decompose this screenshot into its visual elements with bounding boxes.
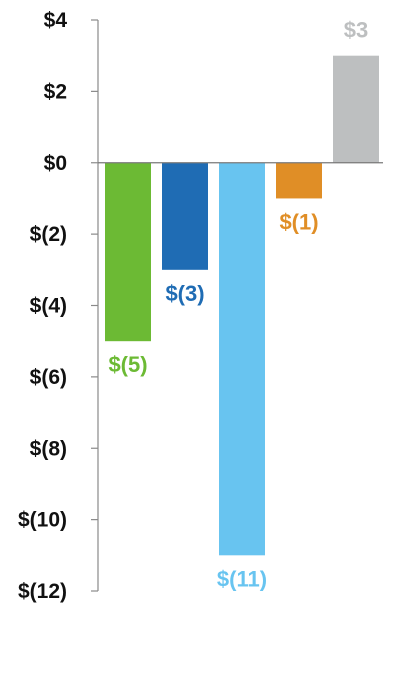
bar — [162, 162, 208, 270]
bar-value-label: $(11) — [217, 566, 267, 591]
y-tick-label: $(4) — [30, 295, 67, 318]
y-tick-label: $(12) — [18, 580, 67, 603]
y-tick-label: $(10) — [18, 509, 67, 532]
y-tick-label: $0 — [44, 152, 67, 175]
bar-value-label: $(5) — [108, 352, 147, 377]
y-tick-label: $(2) — [30, 223, 67, 246]
bar — [105, 162, 151, 342]
y-tick-label: $4 — [44, 9, 68, 32]
bar-value-label: $(3) — [165, 281, 204, 306]
bar-value-label: $3 — [344, 18, 368, 43]
bar — [276, 162, 322, 199]
y-tick-label: $2 — [44, 80, 67, 103]
y-tick-label: $(8) — [30, 437, 67, 460]
bar — [333, 55, 379, 163]
bars — [105, 55, 379, 556]
bar — [219, 162, 265, 556]
bar-value-label: $(1) — [279, 209, 318, 234]
y-axis: $4 $2 $0 $(2) $(4) $(6) $(8) $(10) $(12) — [18, 9, 99, 603]
data-labels: $(5) $(3) $(11) $(1) $3 — [108, 18, 368, 592]
y-tick-label: $(6) — [30, 366, 67, 389]
